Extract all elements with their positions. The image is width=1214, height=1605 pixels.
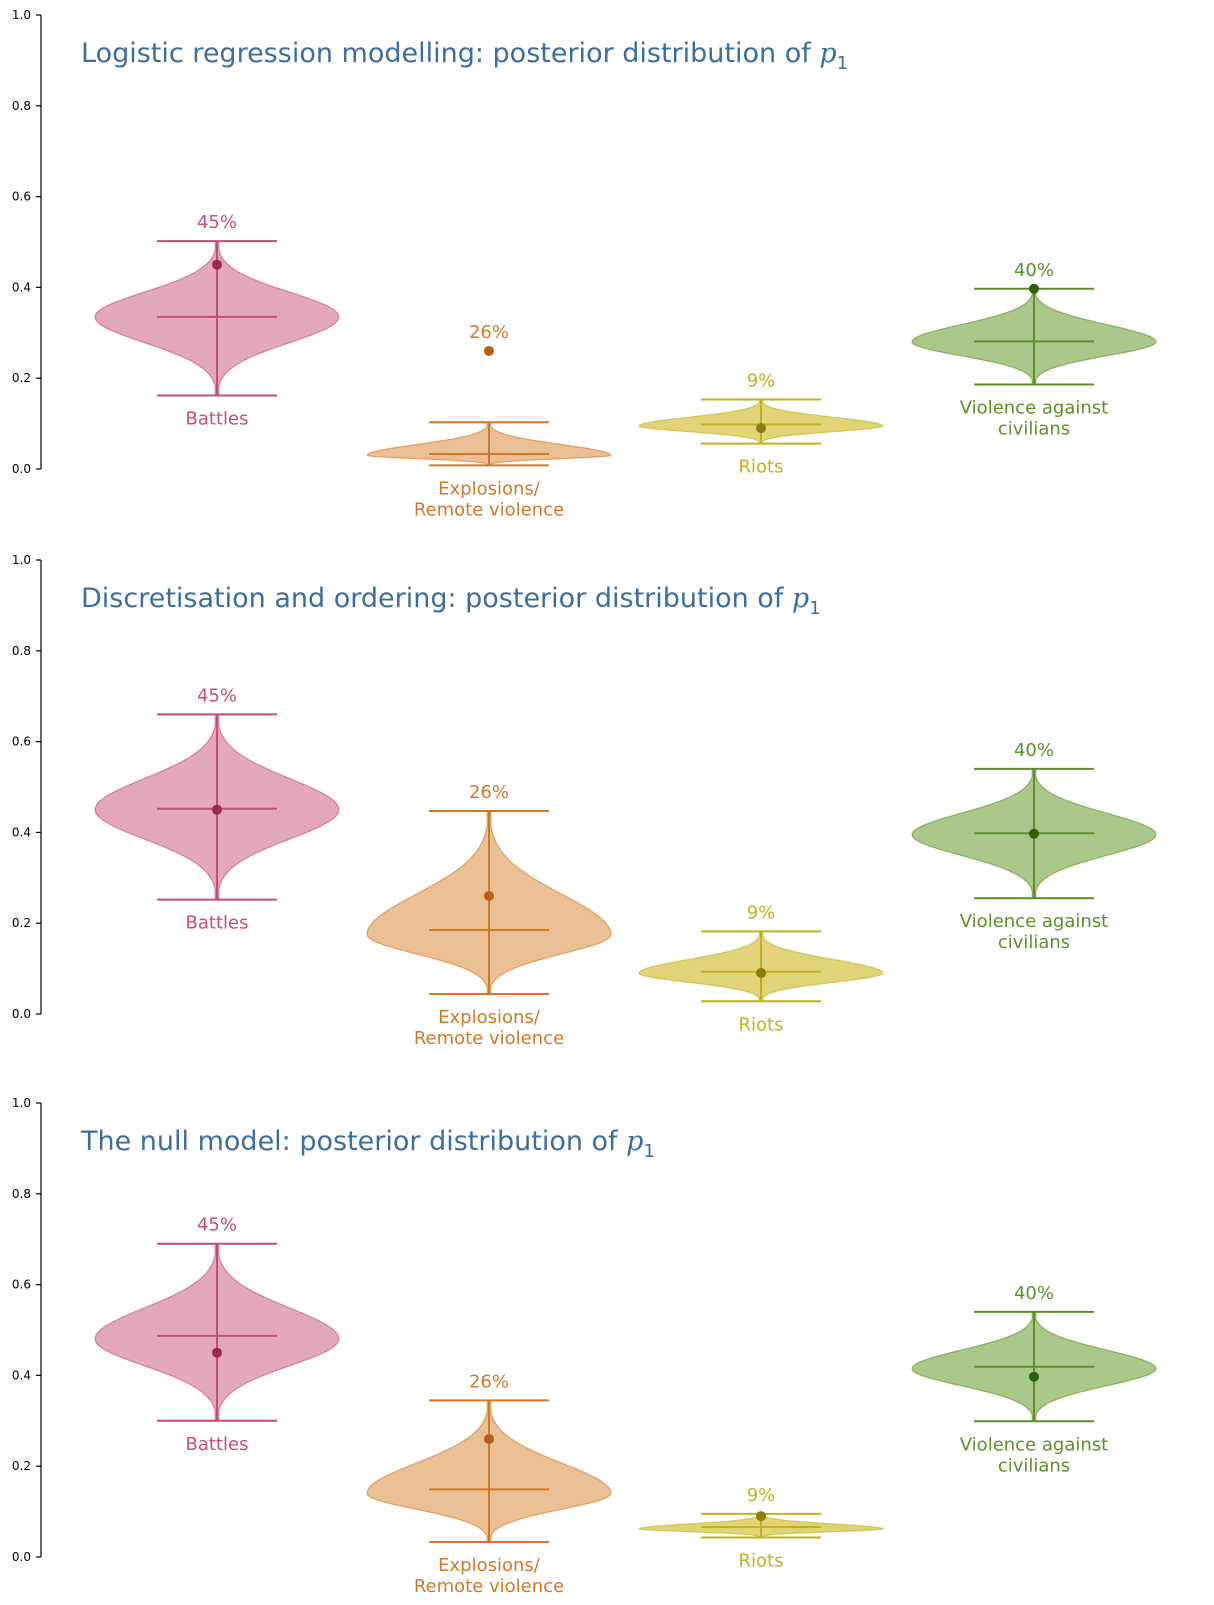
observed-point (1029, 283, 1039, 294)
y-tick-label: 0.6 (12, 1278, 31, 1292)
observed-point (1029, 1371, 1039, 1382)
percent-label: 45% (197, 212, 237, 233)
panel-title: Logistic regression modelling: posterior… (81, 38, 848, 74)
observed-point (484, 345, 494, 356)
percent-label: 9% (747, 371, 776, 392)
y-tick-label: 1.0 (12, 553, 31, 567)
observed-point (212, 1347, 222, 1358)
violin-explosions: 26% Explosions/Remote violence (366, 782, 612, 1049)
y-tick-label: 0.2 (12, 1459, 31, 1473)
y-tick-label: 1.0 (12, 8, 31, 22)
category-label: Violence against (960, 1434, 1108, 1455)
category-label: civilians (998, 932, 1070, 953)
category-label: Remote violence (414, 1576, 564, 1597)
panel-title-subscript: 1 (643, 1141, 654, 1162)
percent-label: 26% (469, 1371, 509, 1392)
panel-title-subscript: 1 (809, 598, 820, 619)
violin-riots: 9% Riots (638, 902, 884, 1035)
y-tick-label: 0.0 (12, 1007, 31, 1021)
category-label: Explosions/ (438, 1007, 541, 1028)
y-tick-label: 0.8 (12, 1187, 31, 1201)
panel-title: Discretisation and ordering: posterior d… (81, 583, 821, 619)
category-label: Riots (739, 457, 784, 478)
violin-riots: 9% Riots (638, 371, 884, 478)
y-tick-label: 0.2 (12, 916, 31, 930)
observed-point (756, 1511, 766, 1522)
observed-point (756, 968, 766, 979)
observed-point (1029, 828, 1039, 839)
y-tick-label: 0.4 (12, 280, 31, 294)
violin-battles: 45% Battles (94, 1215, 340, 1455)
panel-title-text: The null model: posterior distribution o… (80, 1126, 626, 1157)
category-label: Violence against (960, 398, 1108, 419)
category-label: Explosions/ (438, 1555, 541, 1576)
observed-point (212, 259, 222, 270)
y-tick-label: 0.8 (12, 99, 31, 113)
category-label: civilians (998, 1455, 1070, 1476)
category-label: Riots (739, 1014, 784, 1035)
percent-label: 45% (197, 685, 237, 706)
category-label: Remote violence (414, 499, 564, 520)
observed-point (484, 1433, 494, 1444)
percent-label: 9% (747, 902, 776, 923)
observed-point (756, 423, 766, 434)
panel-title-subscript: 1 (837, 53, 848, 74)
category-label: Riots (739, 1550, 784, 1571)
y-tick-label: 0.4 (12, 825, 31, 839)
category-label: Violence against (960, 911, 1108, 932)
y-tick-label: 0.0 (12, 1550, 31, 1564)
y-tick-label: 0.8 (12, 644, 31, 658)
y-tick-label: 0.4 (12, 1368, 31, 1382)
y-tick-label: 0.0 (12, 462, 31, 476)
percent-label: 9% (747, 1485, 776, 1506)
category-label: civilians (998, 419, 1070, 440)
y-tick-label: 0.6 (12, 735, 31, 749)
percent-label: 26% (469, 322, 509, 343)
panel-title-math: p (626, 1126, 643, 1157)
y-tick-label: 1.0 (12, 1096, 31, 1110)
category-label: Explosions/ (438, 478, 541, 499)
panel-title-text: Logistic regression modelling: posterior… (81, 38, 819, 69)
y-tick-label: 0.6 (12, 190, 31, 204)
observed-point (484, 890, 494, 901)
category-label: Battles (186, 913, 249, 934)
panel-title-math: p (819, 38, 836, 69)
violin-battles: 45% Battles (94, 685, 340, 934)
category-label: Battles (186, 1434, 249, 1455)
violin-explosions: 26% Explosions/Remote violence (366, 322, 612, 520)
percent-label: 26% (469, 782, 509, 803)
observed-point (212, 804, 222, 815)
panel-title-math: p (792, 583, 809, 614)
violin-explosions: 26% Explosions/Remote violence (366, 1371, 612, 1597)
percent-label: 40% (1014, 1283, 1054, 1304)
percent-label: 45% (197, 1215, 237, 1236)
category-label: Remote violence (414, 1028, 564, 1049)
percent-label: 40% (1014, 740, 1054, 761)
percent-label: 40% (1014, 260, 1054, 281)
y-tick-label: 0.2 (12, 371, 31, 385)
panel-title-text: Discretisation and ordering: posterior d… (81, 583, 792, 614)
violin-riots: 9% Riots (637, 1485, 885, 1571)
panel-3: 0.0 0.2 0.4 0.6 0.8 1.0 The null model: poster… (12, 1096, 1157, 1597)
violin-battles: 45% Battles (94, 212, 340, 429)
panel-1: 0.0 0.2 0.4 0.6 0.8 1.0 Logistic regression mo… (12, 8, 1157, 520)
category-label: Battles (186, 408, 249, 429)
panel-2: 0.0 0.2 0.4 0.6 0.8 1.0 Discretisation and ord… (12, 553, 1157, 1049)
panel-title: The null model: posterior distribution o… (80, 1126, 655, 1162)
